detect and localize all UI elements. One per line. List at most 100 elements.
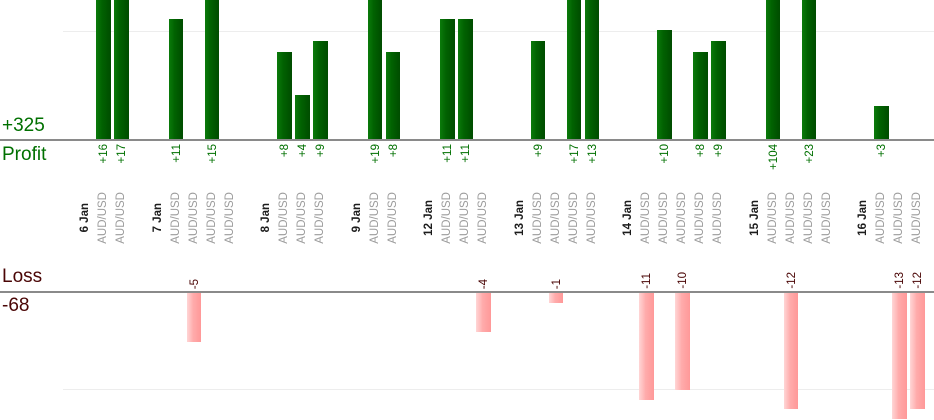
trade-value-label: -10 (677, 272, 689, 289)
trade-value-label: +10 (659, 144, 671, 164)
chart-columns: 6 Jan +16 AUD/USD +17 AUD/USD 7 Jan +11 AUD/USD… (78, 0, 934, 420)
day-label: 14 Jan (622, 199, 635, 236)
loss-total: -68 (2, 295, 30, 316)
instrument-label: AUD/USD (766, 191, 779, 244)
profit-bar (458, 19, 473, 139)
trade-value-label: +11 (442, 144, 454, 163)
instrument-label: AUD/USD (205, 191, 218, 244)
loss-bar (548, 293, 563, 303)
day-label-band: 12 Jan (422, 184, 437, 251)
instrument-label: AUD/USD (531, 191, 544, 244)
loss-bar (675, 293, 690, 390)
trade-value-label: +8 (387, 144, 400, 158)
trade-column: +11 AUD/USD (168, 0, 184, 420)
trade-value-label: +15 (206, 144, 219, 164)
instrument-label: AUD/USD (223, 191, 236, 244)
profit-bar (801, 0, 816, 139)
trade-value-label: -11 (641, 273, 653, 289)
profit-bar (440, 19, 455, 139)
instrument-label: AUD/USD (386, 191, 399, 244)
instrument-label: AUD/USD (368, 191, 381, 244)
day-label-band: 7 Jan (151, 184, 166, 251)
day-group: 14 Jan -11 AUD/USD +10 AUD/USD -10 AUD/USD +8 AU… (621, 0, 726, 420)
day-group: 16 Jan +3 AUD/USD -13 AUD/USD -12 AUD/USD (856, 0, 925, 420)
trade-column: +8 AUD/USD (385, 0, 401, 420)
profit-bar (765, 0, 780, 139)
trade-column: +4 AUD/USD (295, 0, 310, 420)
profit-bar (874, 106, 889, 139)
trade-column: +3 AUD/USD (874, 0, 889, 420)
day-label: 7 Jan (151, 202, 164, 233)
instrument-band: AUD/USD (784, 184, 799, 251)
instrument-band: AUD/USD (458, 184, 473, 251)
instrument-band: AUD/USD (169, 184, 184, 251)
day-slot: 9 Jan (350, 0, 365, 420)
profit-bar (313, 40, 328, 139)
instrument-band: AUD/USD (766, 184, 781, 251)
trade-value-label: +8 (695, 144, 707, 158)
profit-bar (385, 51, 400, 139)
instrument-label: AUD/USD (477, 191, 490, 244)
loss-bar (910, 293, 925, 410)
day-group: 15 Jan +104 AUD/USD -12 AUD/USD +23 AUD/USD AUD… (748, 0, 835, 420)
day-group: 13 Jan +9 AUD/USD -1 AUD/USD +17 AUD/USD +13 AUD… (513, 0, 599, 420)
instrument-label: AUD/USD (694, 191, 707, 244)
loss-bar (476, 293, 491, 332)
loss-gridline (63, 389, 934, 390)
instrument-band: AUD/USD (277, 184, 292, 251)
day-slot: 6 Jan (78, 0, 93, 420)
trade-value-label: +11 (170, 144, 183, 163)
instrument-label: AUD/USD (875, 191, 888, 244)
instrument-label: AUD/USD (296, 191, 309, 244)
day-group: 12 Jan +11 AUD/USD +11 AUD/USD -4 AUD/USD (422, 0, 491, 420)
day-label-band: 8 Jan (259, 184, 274, 251)
instrument-band: AUD/USD (567, 184, 582, 251)
trade-value-label: +17 (568, 144, 581, 164)
trade-column: -10 AUD/USD (675, 0, 690, 420)
profit-bar (584, 0, 599, 139)
instrument-band: AUD/USD (96, 184, 111, 251)
instrument-label: AUD/USD (549, 191, 562, 244)
day-slot: 12 Jan (422, 0, 437, 420)
loss-bar (783, 293, 798, 410)
trade-value-label: +3 (876, 144, 888, 158)
day-label-band: 14 Jan (621, 184, 636, 251)
instrument-label: AUD/USD (314, 191, 327, 244)
instrument-band: AUD/USD (313, 184, 328, 251)
trade-value-label: +8 (279, 144, 291, 158)
trade-value-label: +11 (460, 144, 472, 163)
trade-value-label: -13 (894, 272, 906, 289)
instrument-label: AUD/USD (712, 191, 725, 244)
profit-gridline (63, 31, 934, 32)
day-group: 8 Jan +8 AUD/USD +4 AUD/USD +9 AUD/USD (259, 0, 328, 420)
instrument-band: AUD/USD (386, 184, 401, 251)
instrument-label: AUD/USD (459, 191, 472, 244)
instrument-label: AUD/USD (640, 191, 653, 244)
profit-bar (693, 51, 708, 139)
instrument-band: AUD/USD (223, 184, 238, 251)
profit-bar (295, 95, 310, 139)
trade-column: +17 AUD/USD (114, 0, 129, 420)
trade-column: +9 AUD/USD (530, 0, 545, 420)
loss-bar (186, 293, 201, 342)
day-label: 6 Jan (79, 202, 92, 233)
profit-bar (566, 0, 581, 139)
instrument-label: AUD/USD (911, 191, 924, 244)
trade-column: +8 AUD/USD (693, 0, 708, 420)
trade-value-label: +9 (713, 144, 725, 158)
instrument-label: AUD/USD (278, 191, 291, 244)
instrument-band: AUD/USD (368, 184, 383, 251)
instrument-band: AUD/USD (440, 184, 455, 251)
trade-column: -1 AUD/USD (548, 0, 563, 420)
instrument-label: AUD/USD (676, 191, 689, 244)
trade-column: +11 AUD/USD (458, 0, 473, 420)
trade-value-label: +9 (315, 144, 327, 158)
instrument-label: AUD/USD (802, 191, 815, 244)
instrument-band: AUD/USD (820, 184, 835, 251)
instrument-label: AUD/USD (585, 191, 598, 244)
trade-column: +10 AUD/USD (657, 0, 672, 420)
day-label: 15 Jan (748, 199, 761, 236)
trade-column: +9 AUD/USD (313, 0, 328, 420)
trade-column: -5 AUD/USD (186, 0, 201, 420)
